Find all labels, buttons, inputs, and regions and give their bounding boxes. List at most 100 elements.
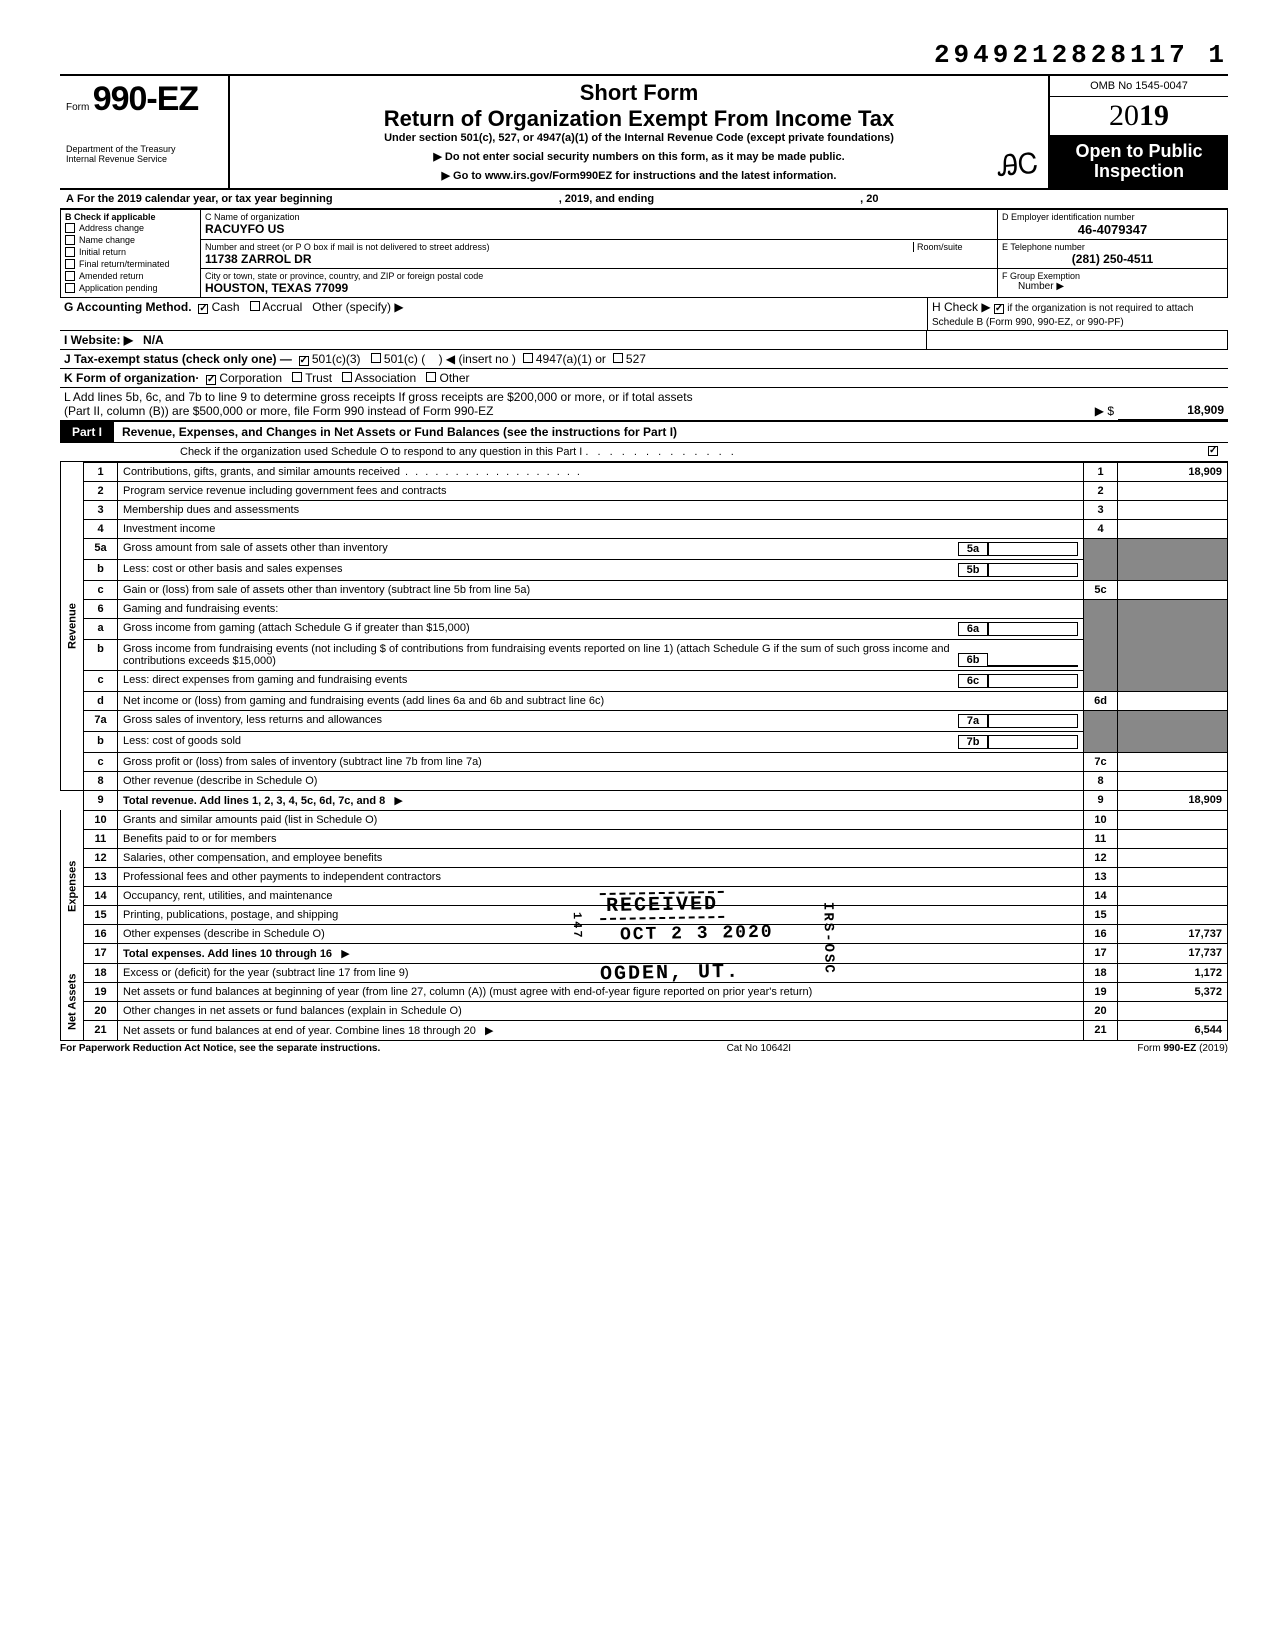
ck-501c3[interactable]	[299, 356, 309, 366]
ln14-num: 14	[84, 886, 118, 905]
ck-501c[interactable]	[371, 353, 381, 363]
org-info-table: B Check if applicable Address change Nam…	[60, 209, 1228, 298]
ln8-val	[1118, 771, 1228, 790]
ck-4947[interactable]	[523, 353, 533, 363]
vert-net-assets: Net Assets	[61, 963, 84, 1040]
ln13-num: 13	[84, 867, 118, 886]
return-title: Return of Organization Exempt From Incom…	[238, 106, 1040, 132]
ln6-num: 6	[84, 599, 118, 618]
form-number: 990-EZ	[93, 80, 199, 118]
ck-schedule-o[interactable]	[1208, 446, 1218, 456]
warn-ssn: Do not enter social security numbers on …	[238, 150, 1040, 163]
ln17-text: Total expenses. Add lines 10 through 16 …	[118, 943, 1084, 963]
part1-check-line: Check if the organization used Schedule …	[60, 443, 1228, 462]
ln6d-num: d	[84, 691, 118, 710]
ln2-num: 2	[84, 481, 118, 500]
ln15-rn: 15	[1084, 905, 1118, 924]
ck-trust[interactable]	[292, 372, 302, 382]
ck-association[interactable]	[342, 372, 352, 382]
short-form-title: Short Form	[238, 80, 1040, 106]
cal-year-end: , 20	[860, 193, 878, 205]
street-value: 11738 ZARROL DR	[205, 252, 993, 266]
line-l-text1: L Add lines 5b, 6c, and 7b to line 9 to …	[64, 390, 693, 404]
ln10-rn: 10	[1084, 810, 1118, 829]
ck-name-change[interactable]: Name change	[65, 234, 196, 246]
ln5b-num: b	[84, 559, 118, 580]
ln7c-rn: 7c	[1084, 752, 1118, 771]
ck-initial-return[interactable]: Initial return	[65, 246, 196, 258]
lines-table: Revenue 1 Contributions, gifts, grants, …	[60, 462, 1228, 1041]
tax-year: 20201919	[1050, 97, 1228, 136]
org-name: RACUYFO US	[205, 222, 993, 236]
box-f-label: F Group Exemption	[1002, 271, 1080, 281]
vert-expenses: Expenses	[61, 810, 84, 963]
cash-label: Cash	[212, 300, 240, 314]
line-l-arrow: ▶ $	[1058, 402, 1118, 420]
ln6a-num: a	[84, 618, 118, 639]
ln17-rn: 17	[1084, 943, 1118, 963]
line-k-label: K Form of organization·	[64, 371, 199, 385]
ln20-val	[1118, 1001, 1228, 1020]
ck-corporation[interactable]	[206, 375, 216, 385]
line-g-h: G Accounting Method. Cash Accrual Other …	[60, 298, 1228, 331]
ln16-text: Other expenses (describe in Schedule O)	[118, 924, 1084, 943]
dln-number: 2949212828117 1	[60, 40, 1228, 70]
box-d: D Employer identification number 46-4079…	[998, 209, 1228, 239]
ln7ab-shade	[1084, 710, 1118, 752]
box-c-label: C Name of organization	[205, 212, 993, 222]
ln3-num: 3	[84, 500, 118, 519]
box-e: E Telephone number (281) 250-4511	[998, 239, 1228, 268]
ln6-shade	[1084, 599, 1118, 691]
ck-final-return[interactable]: Final return/terminated	[65, 258, 196, 270]
ln20-rn: 20	[1084, 1001, 1118, 1020]
ck-amended-return[interactable]: Amended return	[65, 270, 196, 282]
line-l-value: 18,909	[1118, 401, 1228, 420]
box-c-street: Number and street (or P O box if mail is…	[201, 239, 998, 268]
ck-527[interactable]	[613, 353, 623, 363]
ln6d-rn: 6d	[1084, 691, 1118, 710]
ln8-rn: 8	[1084, 771, 1118, 790]
box-e-label: E Telephone number	[1002, 242, 1223, 252]
ck-other-org[interactable]	[426, 372, 436, 382]
ln9-rn: 9	[1084, 790, 1118, 810]
form-prefix: Form	[66, 102, 89, 113]
ln16-num: 16	[84, 924, 118, 943]
ck-accrual[interactable]	[250, 301, 260, 311]
ln5c-text: Gain or (loss) from sale of assets other…	[118, 580, 1084, 599]
ln7c-num: c	[84, 752, 118, 771]
ck-schedule-b[interactable]	[994, 304, 1004, 314]
ln5a-text: Gross amount from sale of assets other t…	[118, 538, 1084, 559]
room-label: Room/suite	[913, 242, 993, 252]
ck-cash[interactable]	[198, 304, 208, 314]
ln7c-text: Gross profit or (loss) from sales of inv…	[118, 752, 1084, 771]
ln2-val	[1118, 481, 1228, 500]
opt-527: 527	[626, 352, 646, 366]
title-box: Short Form Return of Organization Exempt…	[230, 76, 1048, 188]
footer-mid: Cat No 10642I	[727, 1043, 792, 1054]
ln12-rn: 12	[1084, 848, 1118, 867]
ln5c-rn: 5c	[1084, 580, 1118, 599]
ln5b-text: Less: cost or other basis and sales expe…	[118, 559, 1084, 580]
ln19-num: 19	[84, 982, 118, 1001]
box-b-label: B Check if applicable	[65, 212, 196, 222]
opt-insert-no: ) ◀ (insert no )	[439, 352, 516, 366]
ln9-text: Total revenue. Add lines 1, 2, 3, 4, 5c,…	[118, 790, 1084, 810]
opt-other-org: Other	[440, 371, 470, 385]
ln6b-text: Gross income from fundraising events (no…	[118, 639, 1084, 670]
ln1-rn: 1	[1084, 462, 1118, 481]
right-header-box: OMB No 1545-0047 20201919 Open to Public…	[1048, 76, 1228, 188]
ln13-val	[1118, 867, 1228, 886]
ln21-num: 21	[84, 1020, 118, 1040]
ck-address-change[interactable]: Address change	[65, 222, 196, 234]
vert-revenue: Revenue	[61, 462, 84, 790]
street-label: Number and street (or P O box if mail is…	[205, 242, 913, 252]
ln1-val: 18,909	[1118, 462, 1228, 481]
ln11-rn: 11	[1084, 829, 1118, 848]
ck-application-pending[interactable]: Application pending	[65, 282, 196, 294]
opt-501c3: 501(c)(3)	[312, 352, 361, 366]
ln14-rn: 14	[1084, 886, 1118, 905]
line-j-label: J Tax-exempt status (check only one) —	[64, 352, 292, 366]
ln5ab-shade	[1084, 538, 1118, 580]
ln6d-text: Net income or (loss) from gaming and fun…	[118, 691, 1084, 710]
ln6a-text: Gross income from gaming (attach Schedul…	[118, 618, 1084, 639]
